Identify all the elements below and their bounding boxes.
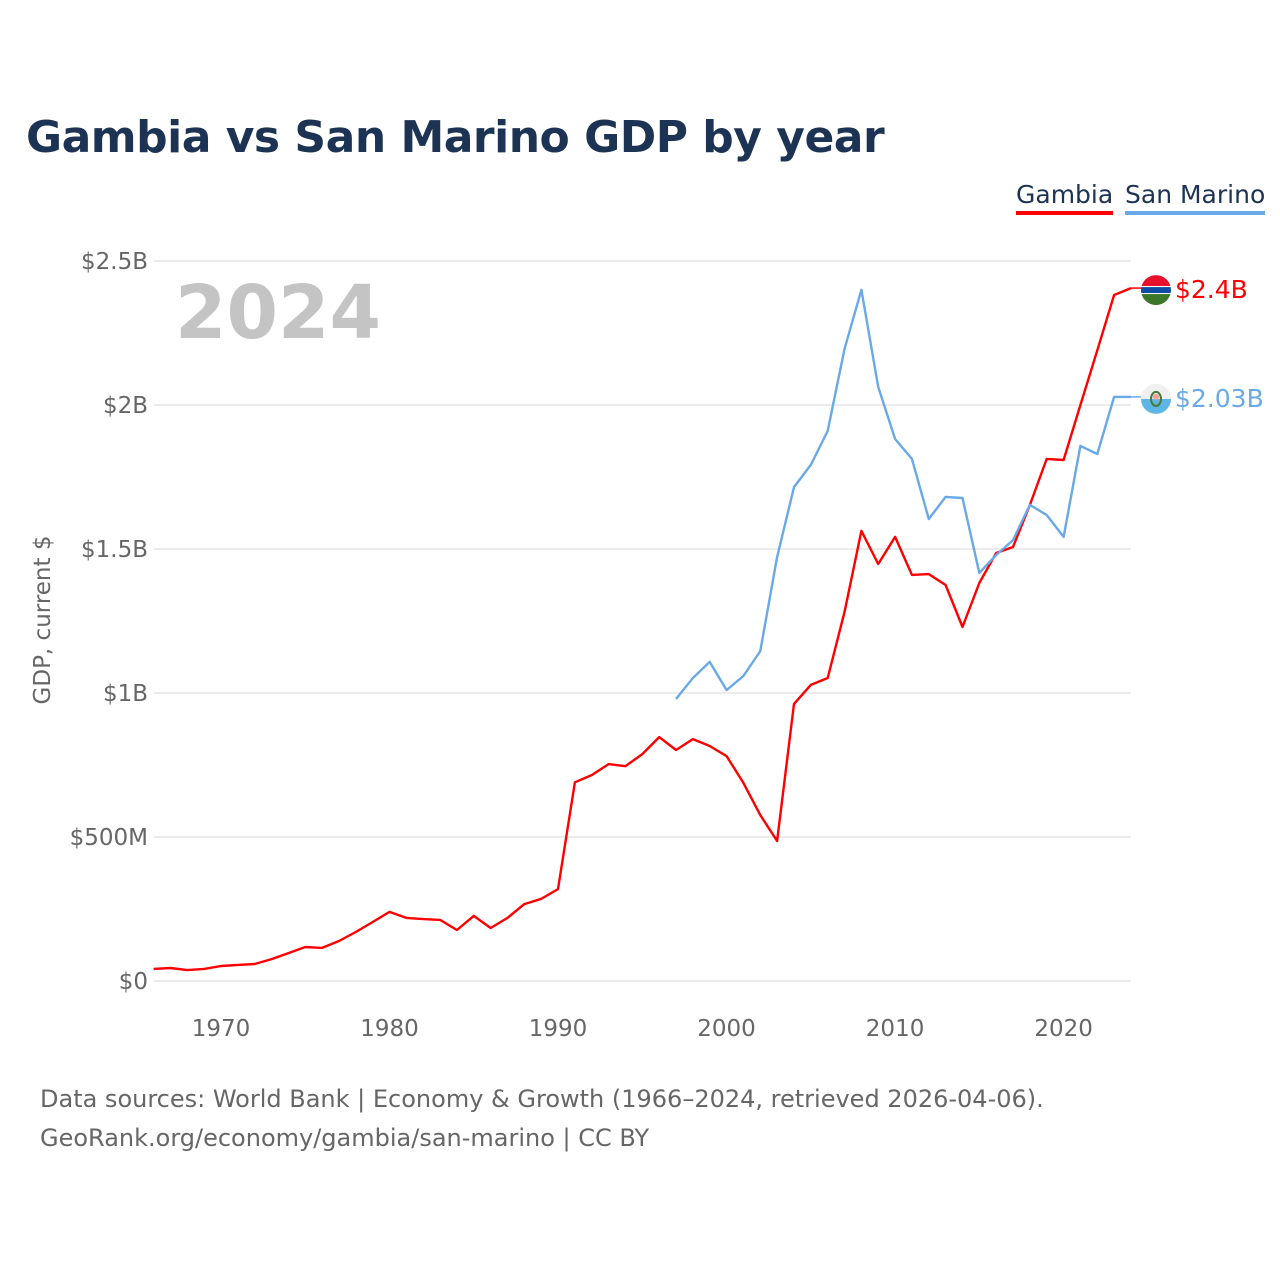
x-tick-label: 1990 xyxy=(529,1016,588,1042)
y-tick-label: $1B xyxy=(103,681,148,707)
x-tick-label: 2020 xyxy=(1034,1016,1093,1042)
x-tick-label: 1970 xyxy=(192,1016,251,1042)
chart-title: Gambia vs San Marino GDP by year xyxy=(26,112,885,163)
x-tick-label: 2000 xyxy=(697,1016,756,1042)
footer-sources: Data sources: World Bank | Economy & Gro… xyxy=(40,1085,1044,1113)
x-tick-label: 1980 xyxy=(360,1016,419,1042)
end-value-label: $2.4B xyxy=(1175,275,1248,304)
san-marino-flag-icon xyxy=(1141,383,1171,414)
series-line-san-marino[interactable] xyxy=(675,288,1131,700)
footer-link[interactable]: GeoRank.org/economy/gambia/san-marino | … xyxy=(40,1124,650,1152)
end-value-label: $2.03B xyxy=(1175,384,1264,413)
y-tick-label: $500M xyxy=(70,825,148,851)
series-line-gambia[interactable] xyxy=(153,286,1132,972)
y-tick-label: $1.5B xyxy=(81,537,148,563)
year-watermark: 2024 xyxy=(175,270,381,356)
y-tick-label: $0 xyxy=(119,969,148,995)
legend-san-marino[interactable]: San Marino xyxy=(1125,180,1266,215)
y-tick-label: $2B xyxy=(103,393,148,419)
gambia-flag-icon xyxy=(1141,275,1171,306)
x-tick-label: 2010 xyxy=(866,1016,925,1042)
y-tick-label: $2.5B xyxy=(81,249,148,275)
y-axis-label: GDP, current $ xyxy=(30,536,56,705)
legend-gambia[interactable]: Gambia xyxy=(1016,180,1114,215)
